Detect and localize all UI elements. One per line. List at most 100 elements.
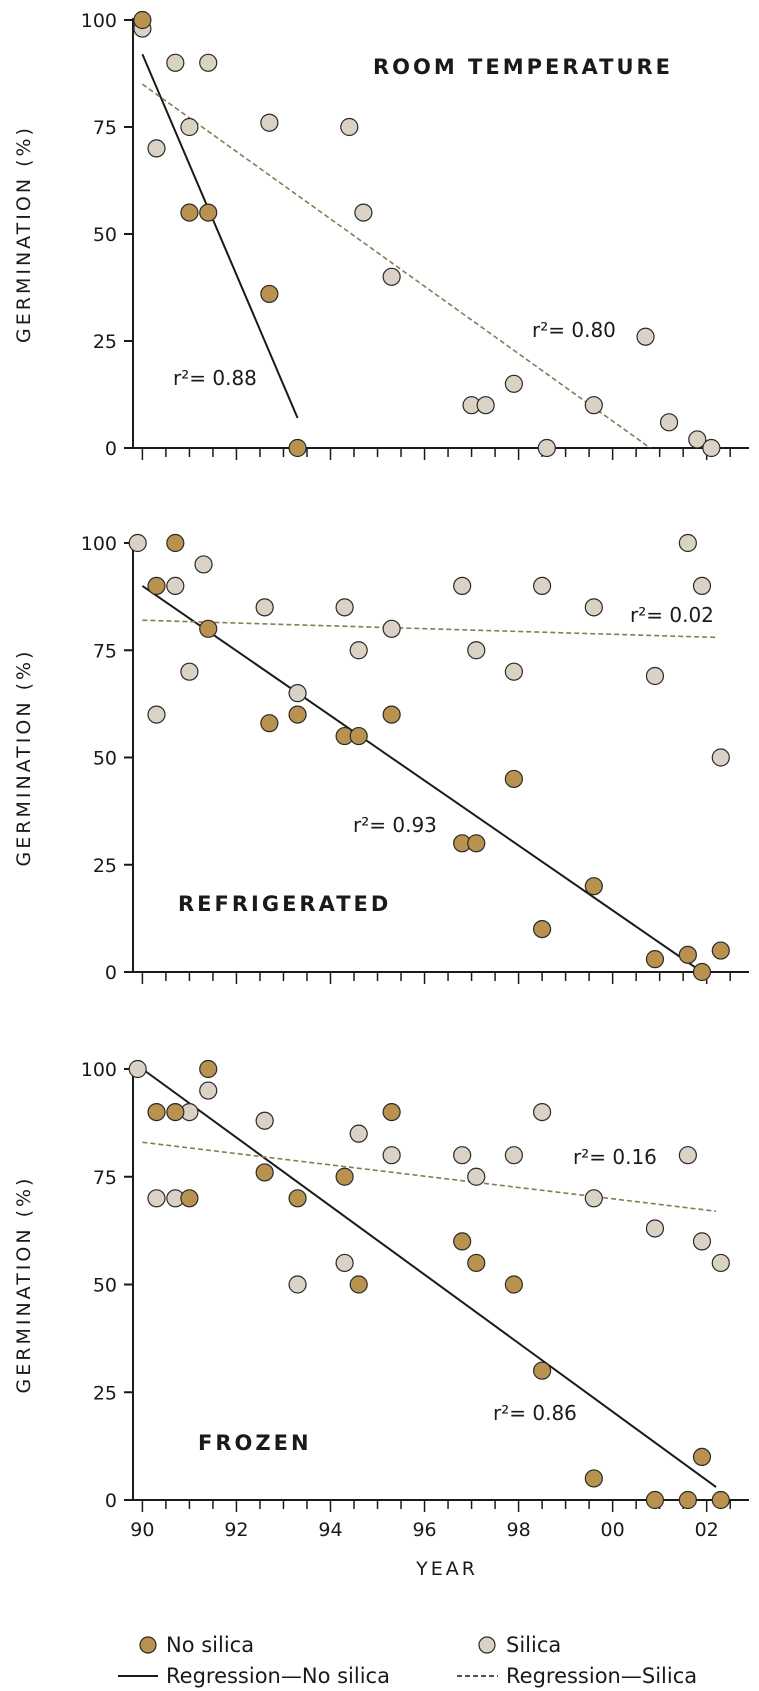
point-silica <box>702 438 721 458</box>
point-silica <box>711 748 730 767</box>
point-no-silica <box>166 1102 185 1122</box>
r2-label-silica: r²= 0.16 <box>573 1145 657 1169</box>
point-silica <box>453 1146 472 1165</box>
point-silica <box>194 555 213 574</box>
r2-label-no-silica: r²= 0.88 <box>173 366 257 390</box>
point-no-silica <box>711 941 730 960</box>
point-silica <box>354 203 373 222</box>
x-tick-label: 96 <box>412 1519 436 1541</box>
point-silica <box>504 662 523 681</box>
point-silica <box>659 413 679 432</box>
chart-panel: 0 25 50 75 100 GERMINATION (%) ROOM TEMPERATUR… <box>13 10 749 460</box>
regression-line-silica <box>141 83 651 449</box>
y-axis-title: GERMINATION (%) <box>13 1176 35 1394</box>
point-no-silica <box>532 1361 552 1380</box>
y-tick-label: 75 <box>93 640 117 662</box>
point-silica <box>349 641 368 660</box>
x-tick-label: 00 <box>601 1519 625 1541</box>
point-silica <box>382 1146 401 1165</box>
point-no-silica <box>453 1232 472 1251</box>
point-silica <box>288 684 307 703</box>
point-no-silica <box>349 726 368 746</box>
point-silica <box>467 641 486 660</box>
point-no-silica <box>692 962 712 982</box>
y-tick-label: 0 <box>105 962 117 984</box>
x-tick-label: 94 <box>318 1519 342 1541</box>
y-tick-label: 0 <box>105 438 117 460</box>
point-silica <box>340 117 359 137</box>
point-silica <box>335 1253 354 1273</box>
point-silica <box>260 113 279 132</box>
point-no-silica <box>584 1469 603 1488</box>
point-no-silica <box>180 203 199 222</box>
point-no-silica <box>678 1490 697 1510</box>
chart-panel: 0 25 50 75 100 90 92 94 96 98 00 02 YEAR GERMINATION … <box>13 1059 749 1580</box>
regression-line-no-silica <box>141 53 299 419</box>
point-no-silica <box>467 1253 486 1273</box>
y-tick-label: 100 <box>81 10 117 32</box>
x-axis-title: YEAR <box>415 1558 478 1580</box>
legend-regression-silica-label: Regression—Silica <box>506 1664 697 1688</box>
y-tick-label: 100 <box>81 1059 117 1081</box>
point-no-silica <box>166 533 185 553</box>
panel-title: FROZEN <box>198 1431 312 1455</box>
point-silica <box>532 576 552 596</box>
point-no-silica <box>692 1447 712 1467</box>
point-no-silica <box>147 1102 166 1122</box>
y-axis-title: GERMINATION (%) <box>13 125 35 343</box>
point-silica <box>692 576 712 596</box>
x-tick-label: 02 <box>695 1519 719 1541</box>
point-no-silica <box>504 769 523 789</box>
point-no-silica <box>645 950 665 969</box>
point-no-silica <box>133 10 152 30</box>
point-no-silica <box>199 203 218 222</box>
point-silica <box>166 53 185 72</box>
x-tick-label: 92 <box>224 1519 248 1541</box>
point-silica <box>255 1111 274 1130</box>
point-silica <box>255 598 274 617</box>
legend-no-silica-label: No silica <box>166 1633 254 1657</box>
point-silica <box>335 598 354 617</box>
legend: No silica Silica Regression—No silica Re… <box>118 1633 697 1688</box>
y-tick-label: 50 <box>93 224 117 246</box>
y-tick-label: 25 <box>93 855 117 877</box>
point-silica <box>382 619 401 638</box>
point-silica <box>147 705 166 724</box>
point-silica <box>645 666 665 686</box>
point-no-silica <box>199 619 218 638</box>
y-tick-label: 75 <box>93 117 117 139</box>
point-no-silica <box>147 576 166 596</box>
point-no-silica <box>645 1490 665 1510</box>
point-silica <box>180 662 199 681</box>
point-silica <box>147 1189 166 1208</box>
point-silica <box>349 1124 368 1143</box>
point-no-silica <box>260 714 279 733</box>
point-silica <box>128 1059 147 1079</box>
point-no-silica <box>584 877 603 896</box>
point-no-silica <box>382 705 401 724</box>
r2-label-silica: r²= 0.80 <box>532 318 616 342</box>
point-no-silica <box>288 1189 307 1208</box>
point-silica <box>645 1219 665 1238</box>
point-silica <box>180 117 199 137</box>
point-no-silica <box>467 834 486 853</box>
point-silica <box>584 396 603 415</box>
point-silica <box>688 430 707 449</box>
point-silica <box>636 327 655 346</box>
point-no-silica <box>288 705 307 724</box>
legend-regression-no-silica-label: Regression—No silica <box>166 1664 390 1688</box>
point-silica <box>467 1167 486 1186</box>
point-silica <box>711 1253 730 1273</box>
point-silica <box>199 1081 218 1100</box>
point-no-silica <box>382 1102 401 1122</box>
point-silica <box>678 1146 697 1165</box>
point-no-silica <box>335 1167 354 1186</box>
y-tick-label: 0 <box>105 1490 117 1512</box>
point-silica <box>504 374 523 393</box>
point-silica <box>199 53 218 72</box>
chart-panel: 0 25 50 75 100 GERMINATION (%) REFRIGERATED r²=… <box>13 533 749 984</box>
r2-label-silica: r²= 0.02 <box>630 603 714 627</box>
point-silica <box>147 139 166 158</box>
point-silica <box>692 1232 712 1251</box>
